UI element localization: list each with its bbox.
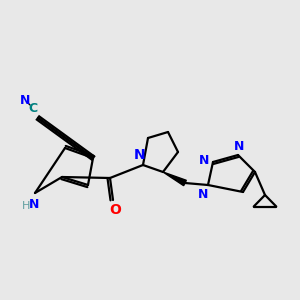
Text: N: N [199,154,209,166]
Text: N: N [234,140,244,152]
Text: N: N [134,148,146,162]
Text: O: O [109,203,121,217]
Text: N: N [29,197,39,211]
Polygon shape [163,172,186,186]
Text: C: C [28,101,38,115]
Text: N: N [20,94,30,106]
Text: N: N [198,188,208,200]
Text: H: H [22,201,30,211]
